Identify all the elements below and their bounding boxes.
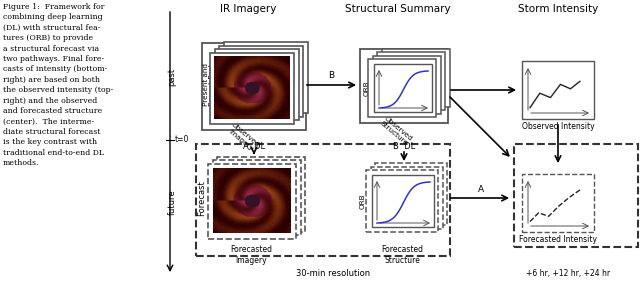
Bar: [214, 49, 298, 120]
Bar: [377, 52, 445, 110]
Bar: [366, 170, 438, 232]
Text: B: B: [328, 71, 335, 80]
Text: Forecasted
Imagery: Forecasted Imagery: [230, 245, 272, 265]
Bar: [212, 160, 301, 235]
Text: B  DL: B DL: [393, 142, 415, 151]
Bar: [374, 64, 432, 112]
Text: ORB: ORB: [364, 80, 370, 96]
Text: future: future: [168, 190, 177, 215]
Bar: [375, 163, 447, 225]
Text: t=0: t=0: [175, 136, 189, 145]
Text: past: past: [168, 67, 177, 85]
Text: A: A: [478, 185, 484, 194]
Bar: [372, 175, 434, 227]
Bar: [202, 42, 306, 130]
Bar: [360, 49, 448, 123]
Text: Figure 1:  Framework for
combining deep learning
(DL) with structural fea-
tures: Figure 1: Framework for combining deep l…: [3, 3, 113, 167]
Text: A  DL: A DL: [243, 142, 265, 151]
Bar: [514, 144, 638, 247]
Bar: [217, 156, 305, 231]
Text: +6 hr, +12 hr, +24 hr: +6 hr, +12 hr, +24 hr: [526, 269, 610, 278]
Text: 30-min resolution: 30-min resolution: [296, 269, 370, 278]
Bar: [522, 174, 594, 232]
Bar: [372, 55, 440, 113]
Bar: [196, 144, 450, 256]
Text: Observed
Structure: Observed Structure: [378, 115, 413, 147]
Bar: [522, 61, 594, 119]
Text: Observed Intensity: Observed Intensity: [522, 122, 595, 131]
Text: Forecasted
Structure: Forecasted Structure: [381, 245, 423, 265]
Text: Forecasted Intensity: Forecasted Intensity: [519, 235, 597, 244]
Bar: [208, 164, 296, 239]
Bar: [219, 46, 303, 117]
Text: IR Imagery: IR Imagery: [220, 4, 276, 14]
Bar: [381, 48, 449, 106]
Text: Observed
Imagery: Observed Imagery: [225, 121, 260, 154]
Text: Forecast: Forecast: [198, 180, 207, 216]
Text: ORB: ORB: [360, 193, 366, 209]
Bar: [223, 42, 307, 113]
Text: Present and
Recent Past: Present and Recent Past: [202, 63, 216, 106]
Bar: [210, 53, 294, 123]
Bar: [368, 59, 436, 117]
Text: Storm Intensity: Storm Intensity: [518, 4, 598, 14]
Text: Structural Summary: Structural Summary: [345, 4, 451, 14]
Bar: [371, 166, 442, 228]
